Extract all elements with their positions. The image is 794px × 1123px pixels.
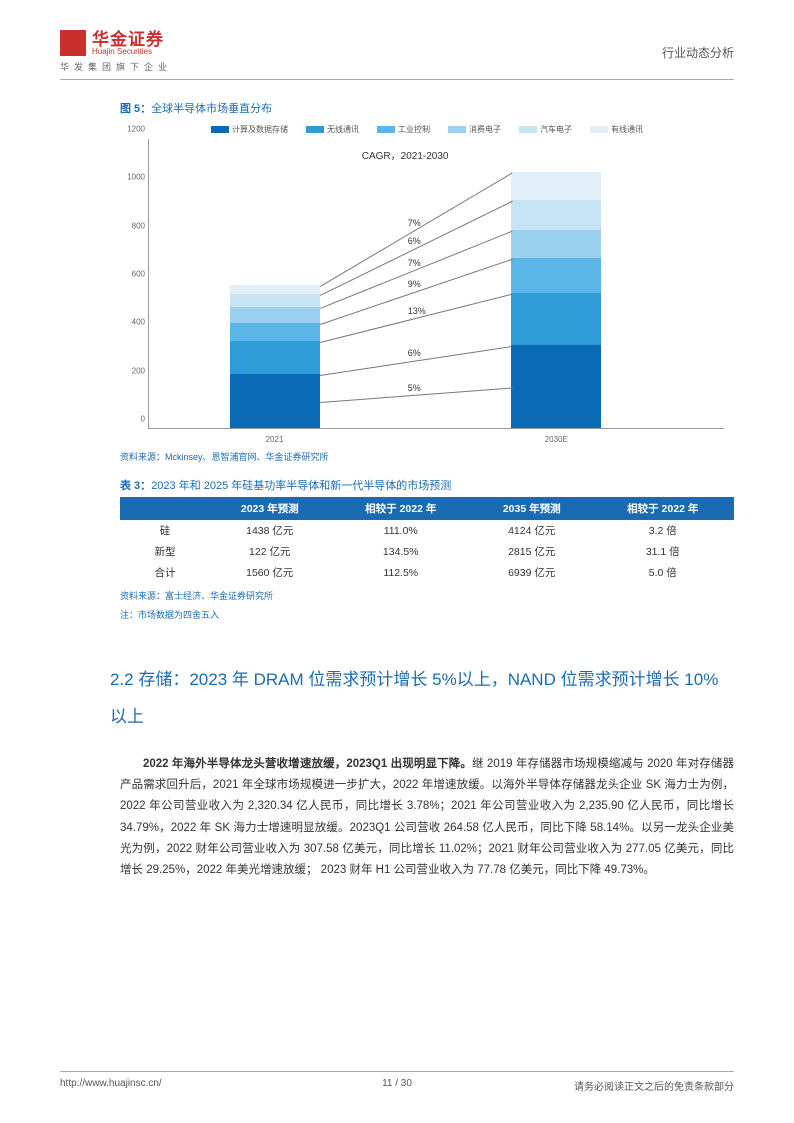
legend-item: 汽车电子 xyxy=(519,124,572,135)
cagr-connector xyxy=(320,294,512,343)
x-label: 2030E xyxy=(511,435,601,444)
table-header-cell: 2035 年预测 xyxy=(472,497,592,520)
table-cell: 5.0 倍 xyxy=(591,562,734,583)
chart-body: CAGR，2021-2030 0200400600800100012002021… xyxy=(148,139,724,429)
footer-disclaimer: 请务必阅读正文之后的免责条款部分 xyxy=(574,1078,734,1093)
table-row: 新型122 亿元134.5%2815 亿元31.1 倍 xyxy=(120,541,734,562)
forecast-table: 2023 年预测相较于 2022 年2035 年预测相较于 2022 年 硅14… xyxy=(120,497,734,583)
legend-item: 消费电子 xyxy=(448,124,501,135)
y-tick: 200 xyxy=(121,366,145,375)
table-cell: 1560 亿元 xyxy=(210,562,330,583)
page-footer: http://www.huajinsc.cn/ 11 / 30 请务必阅读正文之… xyxy=(60,1071,734,1093)
body-paragraph: 2022 年海外半导体龙头营收增速放缓，2023Q1 出现明显下降。继 2019… xyxy=(120,754,734,882)
header-category: 行业动态分析 xyxy=(662,44,734,61)
table-cell: 1438 亿元 xyxy=(210,520,330,541)
table-cell: 111.0% xyxy=(330,520,472,541)
y-tick: 0 xyxy=(121,415,145,424)
cagr-title: CAGR，2021-2030 xyxy=(362,147,449,162)
table-cell: 2815 亿元 xyxy=(472,541,592,562)
table-title: 表 3：2023 年和 2025 年硅基功率半导体和新一代半导体的市场预测 xyxy=(120,477,734,493)
legend-item: 有线通讯 xyxy=(590,124,643,135)
table-cell: 134.5% xyxy=(330,541,472,562)
logo-en: Huajin Securities xyxy=(92,48,164,56)
table-header-cell xyxy=(120,497,210,520)
y-tick: 600 xyxy=(121,270,145,279)
page-header: 华金证券 Huajin Securities 华发集团旗下企业 行业动态分析 xyxy=(60,30,734,80)
table-source: 资料来源：富士经济、华金证券研究所 xyxy=(120,589,734,602)
footer-url: http://www.huajinsc.cn/ xyxy=(60,1078,162,1093)
logo-subtitle: 华发集团旗下企业 xyxy=(60,60,172,73)
cagr-label: 6% xyxy=(408,348,421,358)
cagr-label: 7% xyxy=(408,218,421,228)
section-heading: 2.2 存储：2023 年 DRAM 位需求预计增长 5%以上，NAND 位需求… xyxy=(110,661,734,736)
table-cell: 3.2 倍 xyxy=(591,520,734,541)
y-tick: 400 xyxy=(121,318,145,327)
cagr-label: 7% xyxy=(408,258,421,268)
table-cell: 合计 xyxy=(120,562,210,583)
cagr-label: 6% xyxy=(408,236,421,246)
logo-icon xyxy=(60,30,86,56)
table-header-cell: 2023 年预测 xyxy=(210,497,330,520)
legend-item: 无线通讯 xyxy=(306,124,359,135)
table-cell: 硅 xyxy=(120,520,210,541)
logo-block: 华金证券 Huajin Securities 华发集团旗下企业 xyxy=(60,30,172,73)
cagr-label: 13% xyxy=(408,306,426,316)
logo-cn: 华金证券 xyxy=(92,31,164,48)
table-row: 合计1560 亿元112.5%6939 亿元5.0 倍 xyxy=(120,562,734,583)
table-cell: 112.5% xyxy=(330,562,472,583)
x-label: 2021 xyxy=(230,435,320,444)
y-tick: 1200 xyxy=(121,125,145,134)
table-note: 注：市场数据为四舍五入 xyxy=(120,608,734,621)
table-cell: 6939 亿元 xyxy=(472,562,592,583)
table-row: 硅1438 亿元111.0%4124 亿元3.2 倍 xyxy=(120,520,734,541)
cagr-label: 5% xyxy=(408,383,421,393)
table-cell: 4124 亿元 xyxy=(472,520,592,541)
figure-title: 图 5：全球半导体市场垂直分布 xyxy=(120,100,734,116)
legend-item: 工业控制 xyxy=(377,124,430,135)
legend-item: 计算及数据存储 xyxy=(211,124,288,135)
table-cell: 31.1 倍 xyxy=(591,541,734,562)
cagr-label: 9% xyxy=(408,279,421,289)
table-header-cell: 相较于 2022 年 xyxy=(591,497,734,520)
figure-source: 资料来源：Mckinsey、恩智浦官网、华金证券研究所 xyxy=(120,450,734,463)
table-cell: 新型 xyxy=(120,541,210,562)
footer-page-number: 11 / 30 xyxy=(382,1078,412,1089)
stacked-bar-chart: 计算及数据存储 无线通讯 工业控制 消费电子 汽车电子 有线通讯 CAGR，2021-20… xyxy=(120,124,734,444)
table-cell: 122 亿元 xyxy=(210,541,330,562)
chart-legend: 计算及数据存储 无线通讯 工业控制 消费电子 汽车电子 有线通讯 xyxy=(120,124,734,135)
y-tick: 1000 xyxy=(121,173,145,182)
y-tick: 800 xyxy=(121,221,145,230)
table-header-cell: 相较于 2022 年 xyxy=(330,497,472,520)
